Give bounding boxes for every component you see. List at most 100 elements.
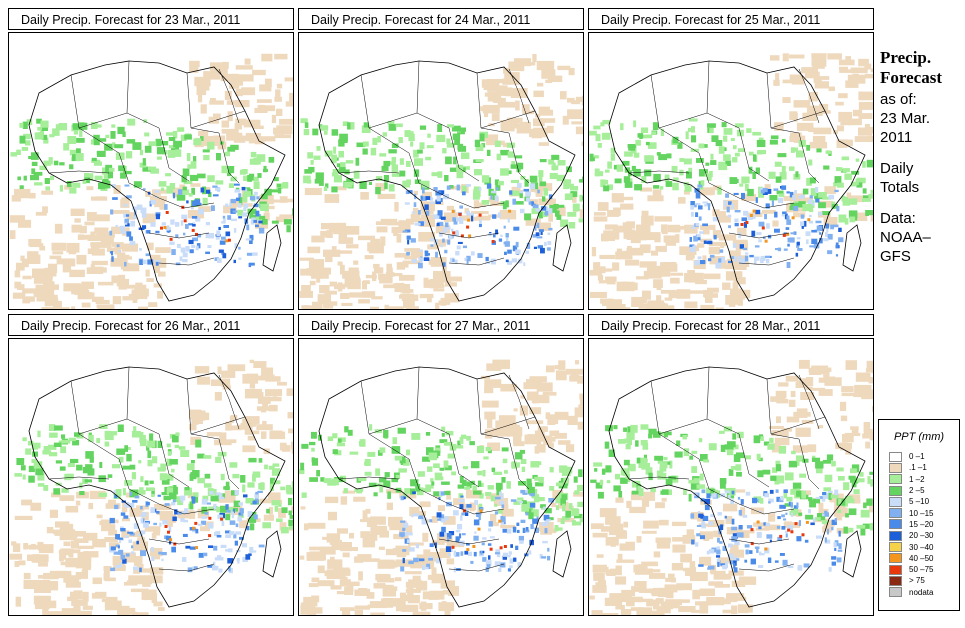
drizzle-cell [536, 382, 553, 392]
drizzle-cell [636, 607, 652, 615]
drizzle-cell [593, 266, 606, 274]
heavy-rain-cell [171, 249, 176, 255]
rain-cell [231, 490, 238, 496]
heavy-rain-cell [132, 206, 137, 211]
heavy-rain-cell [720, 493, 726, 498]
rain-cell [201, 506, 208, 514]
heavy-rain-cell [237, 203, 242, 208]
drizzle-cell [389, 598, 406, 607]
drizzle-cell [873, 192, 874, 200]
rain-cell [867, 476, 871, 484]
rain-cell [682, 435, 688, 440]
rain-cell [689, 455, 694, 460]
heavy-rain-cell [534, 224, 537, 231]
country-border [368, 112, 418, 129]
heavy-rain-cell [828, 194, 835, 200]
heavy-rain-cell [719, 257, 726, 263]
drizzle-cell [321, 267, 331, 275]
drizzle-cell [249, 430, 260, 435]
drizzle-cell [619, 543, 630, 551]
heavy-rain-cell [813, 242, 820, 249]
drizzle-cell [198, 206, 212, 212]
rain-cell [593, 155, 599, 159]
drizzle-cell [705, 295, 713, 303]
drizzle-cell [68, 548, 74, 558]
drizzle-cell [731, 605, 738, 615]
forecast-panel-1: Daily Precip. Forecast for 23 Mar., 2011 [8, 8, 294, 310]
rain-cell [842, 197, 849, 205]
drizzle-cell [591, 610, 603, 615]
rain-cell [441, 481, 450, 485]
drizzle-cell [445, 216, 456, 222]
legend-swatch [889, 508, 902, 519]
coastline [608, 366, 866, 608]
rain-cell [856, 182, 863, 188]
rain-cell [493, 471, 503, 475]
heavy-rain-cell [777, 197, 784, 203]
drizzle-cell [486, 79, 505, 84]
rain-cell [23, 175, 27, 181]
extreme-rain-cell [752, 209, 756, 213]
heavy-rain-cell [785, 227, 790, 230]
precip-field [589, 53, 874, 309]
rain-cell [52, 128, 60, 136]
rain-cell [520, 175, 526, 180]
drizzle-cell [129, 508, 143, 517]
drizzle-cell [609, 593, 622, 599]
rain-cell [118, 456, 124, 463]
heavy-rain-cell [758, 221, 765, 227]
heavy-rain-cell [188, 239, 194, 245]
drizzle-cell [689, 561, 696, 569]
drizzle-cell [382, 588, 396, 597]
heavy-rain-cell [410, 238, 416, 243]
drizzle-cell [31, 543, 36, 548]
drizzle-cell [813, 77, 822, 83]
country-border [118, 458, 160, 505]
heavy-rain-cell [526, 242, 531, 249]
rain-cell [120, 172, 127, 179]
heavy-rain-cell [406, 235, 411, 240]
heavy-rain-cell [819, 232, 822, 235]
drizzle-cell [431, 540, 445, 545]
heavy-rain-cell [510, 544, 513, 548]
drizzle-cell [83, 532, 98, 541]
drizzle-cell [265, 376, 281, 382]
drizzle-cell [664, 584, 682, 591]
heavy-rain-cell [214, 532, 220, 537]
rain-cell [482, 470, 486, 477]
drizzle-cell [104, 537, 118, 543]
drizzle-cell [252, 69, 266, 76]
drizzle-cell [287, 412, 293, 419]
drizzle-cell [95, 196, 106, 200]
rain-cell [104, 441, 110, 447]
drizzle-cell [218, 493, 236, 503]
rain-cell [838, 214, 847, 223]
drizzle-cell [840, 415, 848, 422]
legend-row: 5 –10 [879, 496, 959, 507]
rain-cell [571, 508, 580, 516]
drizzle-cell [594, 212, 606, 216]
rain-cell [59, 185, 63, 192]
rain-cell [243, 175, 250, 181]
rain-cell [61, 439, 71, 444]
heavy-rain-cell [698, 216, 702, 221]
drizzle-cell [813, 127, 832, 135]
drizzle-cell [290, 441, 293, 450]
heavy-rain-cell [691, 225, 696, 229]
heavy-rain-cell [513, 226, 520, 231]
coastline [318, 60, 576, 302]
drizzle-cell [320, 230, 327, 238]
country-border [158, 433, 190, 488]
heavy-rain-cell [523, 188, 530, 192]
rain-cell [690, 483, 700, 490]
drizzle-cell [513, 441, 525, 447]
coastline [28, 60, 286, 302]
heavy-rain-cell [213, 194, 219, 197]
heavy-rain-cell [120, 528, 126, 532]
rain-cell [683, 448, 689, 457]
rain-cell [665, 478, 673, 486]
heavy-rain-cell [221, 521, 225, 526]
country-border [416, 60, 450, 129]
rain-cell [577, 484, 583, 492]
rain-cell [188, 193, 193, 197]
